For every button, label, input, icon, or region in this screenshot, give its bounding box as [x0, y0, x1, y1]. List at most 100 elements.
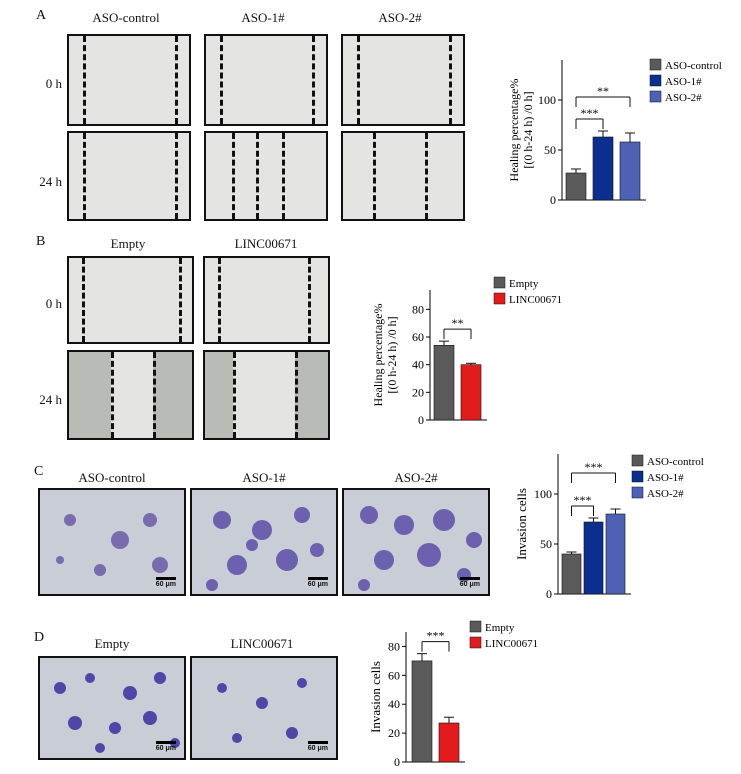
- row-label-24h: 24 h: [39, 392, 62, 407]
- bar: [592, 136, 614, 201]
- chart-a: 0 50 100 Healing percentage% [(0 h-24 h) /0 …: [507, 58, 722, 207]
- legend-swatch: [631, 470, 644, 483]
- col-label-aso-1: ASO-1#: [242, 470, 286, 485]
- legend-label: ASO-2#: [665, 92, 702, 104]
- wound-image: [67, 256, 194, 344]
- bar: [619, 141, 641, 201]
- y-tick-label: 60: [388, 668, 400, 682]
- legend-swatch: [649, 58, 662, 71]
- wound-image: [204, 34, 328, 126]
- legend-label: LINC00671: [509, 294, 562, 306]
- y-tick-label: 20: [388, 726, 400, 740]
- col-label-aso-2: ASO-2#: [394, 470, 438, 485]
- y-axis-label: Invasion cells: [514, 488, 529, 560]
- scale-bar: 60 μm: [460, 577, 480, 588]
- y-tick-label: 80: [388, 639, 400, 653]
- y-axis-label: Invasion cells: [368, 661, 383, 733]
- scale-bar: 60 μm: [308, 741, 328, 752]
- wound-image: [341, 34, 465, 126]
- col-label-aso-control: ASO-control: [78, 470, 146, 485]
- significance-label: ***: [581, 106, 599, 120]
- y-tick-label: 0: [394, 755, 400, 769]
- legend-label: ASO-1#: [665, 76, 702, 88]
- legend-swatch: [493, 276, 506, 289]
- chart-b: 0 20 40 60 80 Healing percentage% [(0 h-24 h) …: [371, 276, 562, 427]
- significance-label: ***: [574, 493, 592, 507]
- panel-letter-a: A: [36, 8, 47, 23]
- bar: [411, 660, 433, 763]
- wound-image: [341, 131, 465, 221]
- row-label-0h: 0 h: [45, 76, 62, 91]
- y-tick-label: 0: [546, 587, 552, 601]
- bar: [561, 553, 582, 595]
- scale-bar: 60 μm: [308, 577, 328, 588]
- y-tick-label: 0: [418, 413, 424, 427]
- y-axis-label-2: [(0 h-24 h) /0 h]: [521, 91, 535, 168]
- chart-d: 0 20 40 60 80 Invasion cells *** Empty LINC00671: [368, 620, 538, 769]
- legend-swatch: [469, 620, 482, 633]
- col-label-linc00671: LINC00671: [234, 236, 298, 251]
- legend-swatch: [631, 454, 644, 467]
- wound-image: [204, 131, 328, 221]
- row-label-24h: 24 h: [39, 174, 62, 189]
- wound-image: [203, 350, 330, 440]
- invasion-image: 60 μm: [38, 488, 186, 596]
- significance-label: **: [452, 316, 464, 330]
- significance-label: ***: [585, 460, 603, 474]
- legend-label: Empty: [509, 278, 539, 290]
- panel-letter-c: C: [34, 464, 44, 479]
- row-label-0h: 0 h: [45, 296, 62, 311]
- scale-bar: 60 μm: [156, 741, 176, 752]
- y-tick-label: 40: [388, 697, 400, 711]
- legend-label: ASO-control: [647, 456, 704, 468]
- wound-image: [67, 131, 191, 221]
- y-tick-label: 50: [540, 537, 552, 551]
- y-tick-label: 60: [412, 330, 424, 344]
- significance-label: **: [597, 84, 609, 98]
- y-tick-label: 100: [534, 487, 552, 501]
- col-label-aso-1: ASO-1#: [241, 10, 285, 25]
- col-label-aso-control: ASO-control: [92, 10, 160, 25]
- invasion-image: 60 μm: [342, 488, 490, 596]
- legend-label: LINC00671: [485, 638, 538, 650]
- wound-image: [203, 256, 330, 344]
- bar: [433, 345, 455, 421]
- bar: [460, 364, 482, 421]
- wound-image: [67, 34, 191, 126]
- significance-label: ***: [427, 629, 445, 643]
- y-axis-label-2: [(0 h-24 h) /0 h]: [385, 316, 399, 393]
- legend-swatch: [469, 636, 482, 649]
- bar: [438, 722, 460, 763]
- legend-label: ASO-2#: [647, 488, 684, 500]
- col-label-empty: Empty: [94, 636, 130, 651]
- legend-swatch: [493, 292, 506, 305]
- y-tick-label: 20: [412, 385, 424, 399]
- legend-label: Empty: [485, 622, 515, 634]
- invasion-image: 60 μm: [38, 656, 186, 760]
- legend-swatch: [631, 486, 644, 499]
- col-label-empty: Empty: [110, 236, 146, 251]
- wound-image: [67, 350, 194, 440]
- bar: [605, 513, 626, 595]
- panel-letter-d: D: [34, 630, 45, 645]
- legend-label: ASO-control: [665, 60, 722, 72]
- y-tick-label: 100: [538, 93, 556, 107]
- invasion-image: 60 μm: [190, 488, 338, 596]
- legend-swatch: [649, 74, 662, 87]
- legend-swatch: [649, 90, 662, 103]
- legend-label: ASO-1#: [647, 472, 684, 484]
- bar: [583, 521, 604, 595]
- y-tick-label: 50: [544, 143, 556, 157]
- scale-bar: 60 μm: [156, 577, 176, 588]
- invasion-image: 60 μm: [190, 656, 338, 760]
- y-tick-label: 80: [412, 302, 424, 316]
- y-tick-label: 40: [412, 358, 424, 372]
- bar: [565, 172, 587, 201]
- chart-c: 0 50 100 Invasion cells *** *** ASO-control ASO…: [514, 454, 704, 601]
- y-tick-label: 0: [550, 193, 556, 207]
- col-label-linc00671: LINC00671: [230, 636, 294, 651]
- y-axis-label: Healing percentage%: [371, 304, 385, 407]
- col-label-aso-2: ASO-2#: [378, 10, 422, 25]
- y-axis-label: Healing percentage%: [507, 79, 521, 182]
- panel-letter-b: B: [36, 234, 46, 249]
